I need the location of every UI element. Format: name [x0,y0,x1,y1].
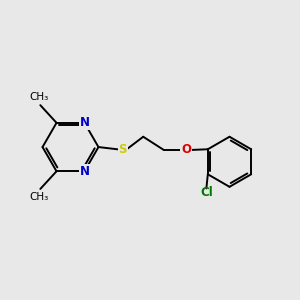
Text: Cl: Cl [200,186,213,199]
Text: CH₃: CH₃ [29,193,49,202]
Text: CH₃: CH₃ [29,92,49,102]
Text: N: N [80,116,89,129]
Text: N: N [80,165,89,178]
Text: O: O [181,143,191,157]
Text: S: S [118,143,127,157]
